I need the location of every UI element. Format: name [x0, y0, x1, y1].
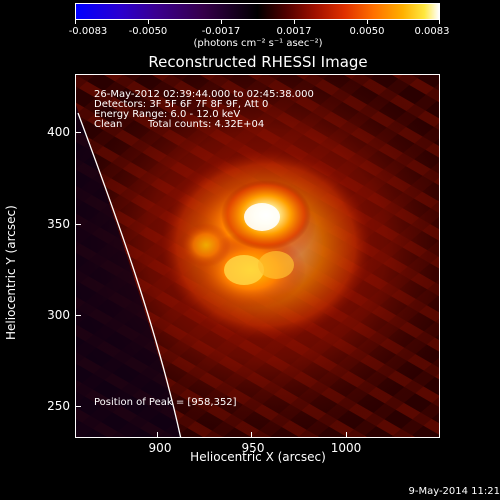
colorbar-label: 0.0050	[349, 26, 385, 37]
image-plot	[75, 74, 440, 438]
colorbar	[75, 3, 440, 20]
method-text: Clean	[94, 119, 123, 130]
y-tick	[75, 406, 81, 407]
energy-range-text: Energy Range: 6.0 - 12.0 keV	[94, 109, 241, 120]
colorbar-label: -0.0017	[201, 26, 241, 37]
colorbar-tick	[439, 20, 440, 24]
y-tick-label: 350	[47, 217, 70, 231]
colorbar-tick	[367, 20, 368, 24]
y-axis-title: Heliocentric Y (arcsec)	[4, 205, 18, 340]
time-range-text: 26-May-2012 02:39:44.000 to 02:45:38.000	[94, 89, 314, 100]
colorbar-label: -0.0083	[68, 26, 108, 37]
colorbar-label: 0.0017	[276, 26, 312, 37]
solar-limb	[77, 112, 182, 437]
detectors-text: Detectors: 3F 5F 6F 7F 8F 9F, Att 0	[94, 99, 269, 110]
colorbar-tick	[221, 20, 222, 24]
x-axis-title: Heliocentric X (arcsec)	[190, 450, 326, 464]
plot-title: Reconstructed RHESSI Image	[148, 53, 368, 71]
colorbar-tick	[294, 20, 295, 24]
y-tick	[75, 224, 81, 225]
colorbar-tick	[75, 20, 76, 24]
total-counts-text: Total counts: 4.32E+04	[148, 119, 265, 130]
x-tick	[346, 432, 347, 438]
y-tick-label: 250	[47, 399, 70, 413]
y-tick	[75, 315, 81, 316]
y-tick	[75, 132, 81, 133]
colorbar-label: 0.0083	[414, 26, 450, 37]
y-tick-label: 300	[47, 308, 70, 322]
image-canvas	[76, 75, 439, 437]
x-tick-label: 1000	[330, 441, 362, 455]
x-tick-label: 900	[148, 441, 172, 455]
colorbar-tick	[148, 20, 149, 24]
x-tick	[251, 432, 252, 438]
y-tick-label: 400	[47, 125, 70, 139]
timestamp: 9-May-2014 11:21	[408, 486, 500, 497]
x-tick-label: 950	[241, 441, 265, 455]
peak-position-text: Position of Peak = [958,352]	[94, 397, 237, 408]
x-tick	[157, 432, 158, 438]
colorbar-units: (photons cm⁻² s⁻¹ asec⁻²)	[193, 38, 323, 49]
colorbar-label: -0.0050	[128, 26, 168, 37]
